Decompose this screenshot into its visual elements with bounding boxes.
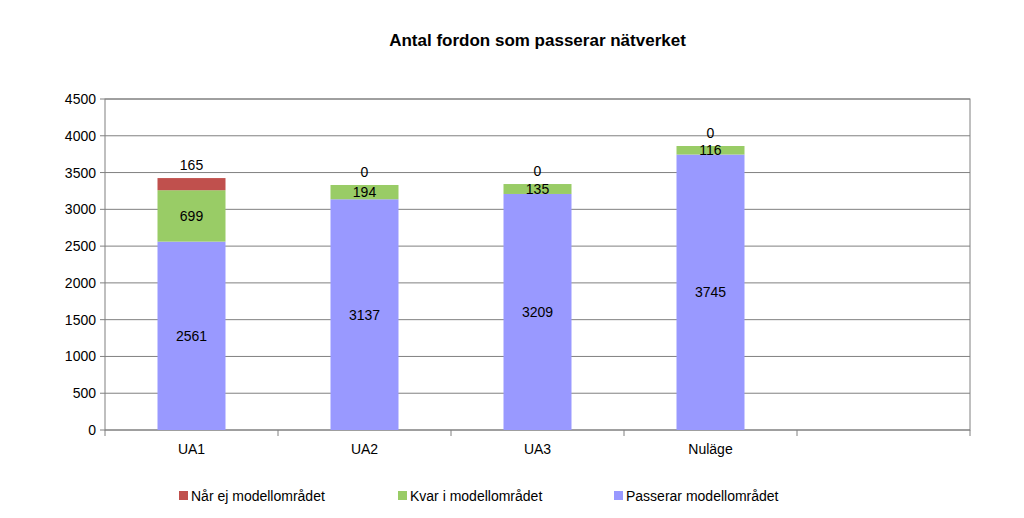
bar-segment (158, 242, 226, 430)
x-tick-label: UA3 (524, 441, 551, 457)
legend-swatch (179, 491, 188, 500)
data-label: 116 (699, 142, 722, 158)
data-label: 2561 (176, 328, 207, 344)
background (0, 0, 1024, 518)
y-tick-label: 500 (73, 385, 97, 401)
data-label: 3137 (349, 307, 380, 323)
y-tick-label: 4500 (65, 91, 96, 107)
bar-segment (677, 155, 745, 430)
y-tick (100, 172, 105, 173)
y-tick (100, 319, 105, 320)
data-label: 699 (180, 208, 204, 224)
y-tick (100, 246, 105, 247)
grid-line (105, 135, 970, 136)
plot-frame (105, 99, 970, 430)
legend-label: Kvar i modellområdet (410, 488, 542, 504)
x-tick (278, 430, 279, 436)
bar-segment (158, 190, 226, 241)
y-tick (100, 430, 105, 431)
x-tick (797, 430, 798, 436)
data-label: 165 (180, 157, 204, 173)
y-tick (100, 356, 105, 357)
y-tick-label: 0 (88, 422, 96, 438)
x-tick (451, 430, 452, 436)
x-tick (105, 430, 106, 436)
y-tick-label: 2500 (65, 238, 96, 254)
y-tick-label: 1500 (65, 312, 96, 328)
data-label: 0 (534, 163, 542, 179)
legend-label: Passerar modellområdet (626, 488, 779, 504)
x-tick-label: UA1 (178, 441, 205, 457)
legend-swatch (614, 491, 623, 500)
y-tick (100, 209, 105, 210)
y-tick-label: 3500 (65, 165, 96, 181)
data-label: 0 (707, 125, 715, 141)
data-label: 0 (361, 164, 369, 180)
bar-segment (331, 199, 399, 430)
x-tick-label: UA2 (351, 441, 378, 457)
bar-segment (331, 185, 399, 199)
legend-swatch (398, 491, 407, 500)
x-tick-label: Nuläge (688, 441, 733, 457)
y-tick-label: 3000 (65, 201, 96, 217)
bars (158, 146, 745, 430)
legend: Når ej modellområdet Kvar i modellområdet… (179, 488, 779, 504)
data-label: 3209 (522, 304, 553, 320)
chart-canvas: Antal fordon som passerar nätverket 0 500 1… (0, 0, 1024, 518)
x-tick (970, 430, 971, 436)
y-tick (100, 282, 105, 283)
y-tick (100, 393, 105, 394)
y-tick (100, 99, 105, 100)
bar-segment (504, 194, 572, 430)
legend-label: Når ej modellområdet (191, 488, 325, 504)
bar-segment (158, 178, 226, 190)
y-tick-label: 1000 (65, 348, 96, 364)
data-label: 135 (526, 181, 550, 197)
data-label: 194 (353, 184, 377, 200)
y-tick (100, 135, 105, 136)
x-tick (624, 430, 625, 436)
chart-title: Antal fordon som passerar nätverket (389, 31, 686, 50)
y-tick-label: 2000 (65, 275, 96, 291)
data-label: 3745 (695, 284, 726, 300)
y-tick-label: 4000 (65, 128, 96, 144)
data-labels: 2561699165313719403209135037451160 (176, 125, 726, 344)
